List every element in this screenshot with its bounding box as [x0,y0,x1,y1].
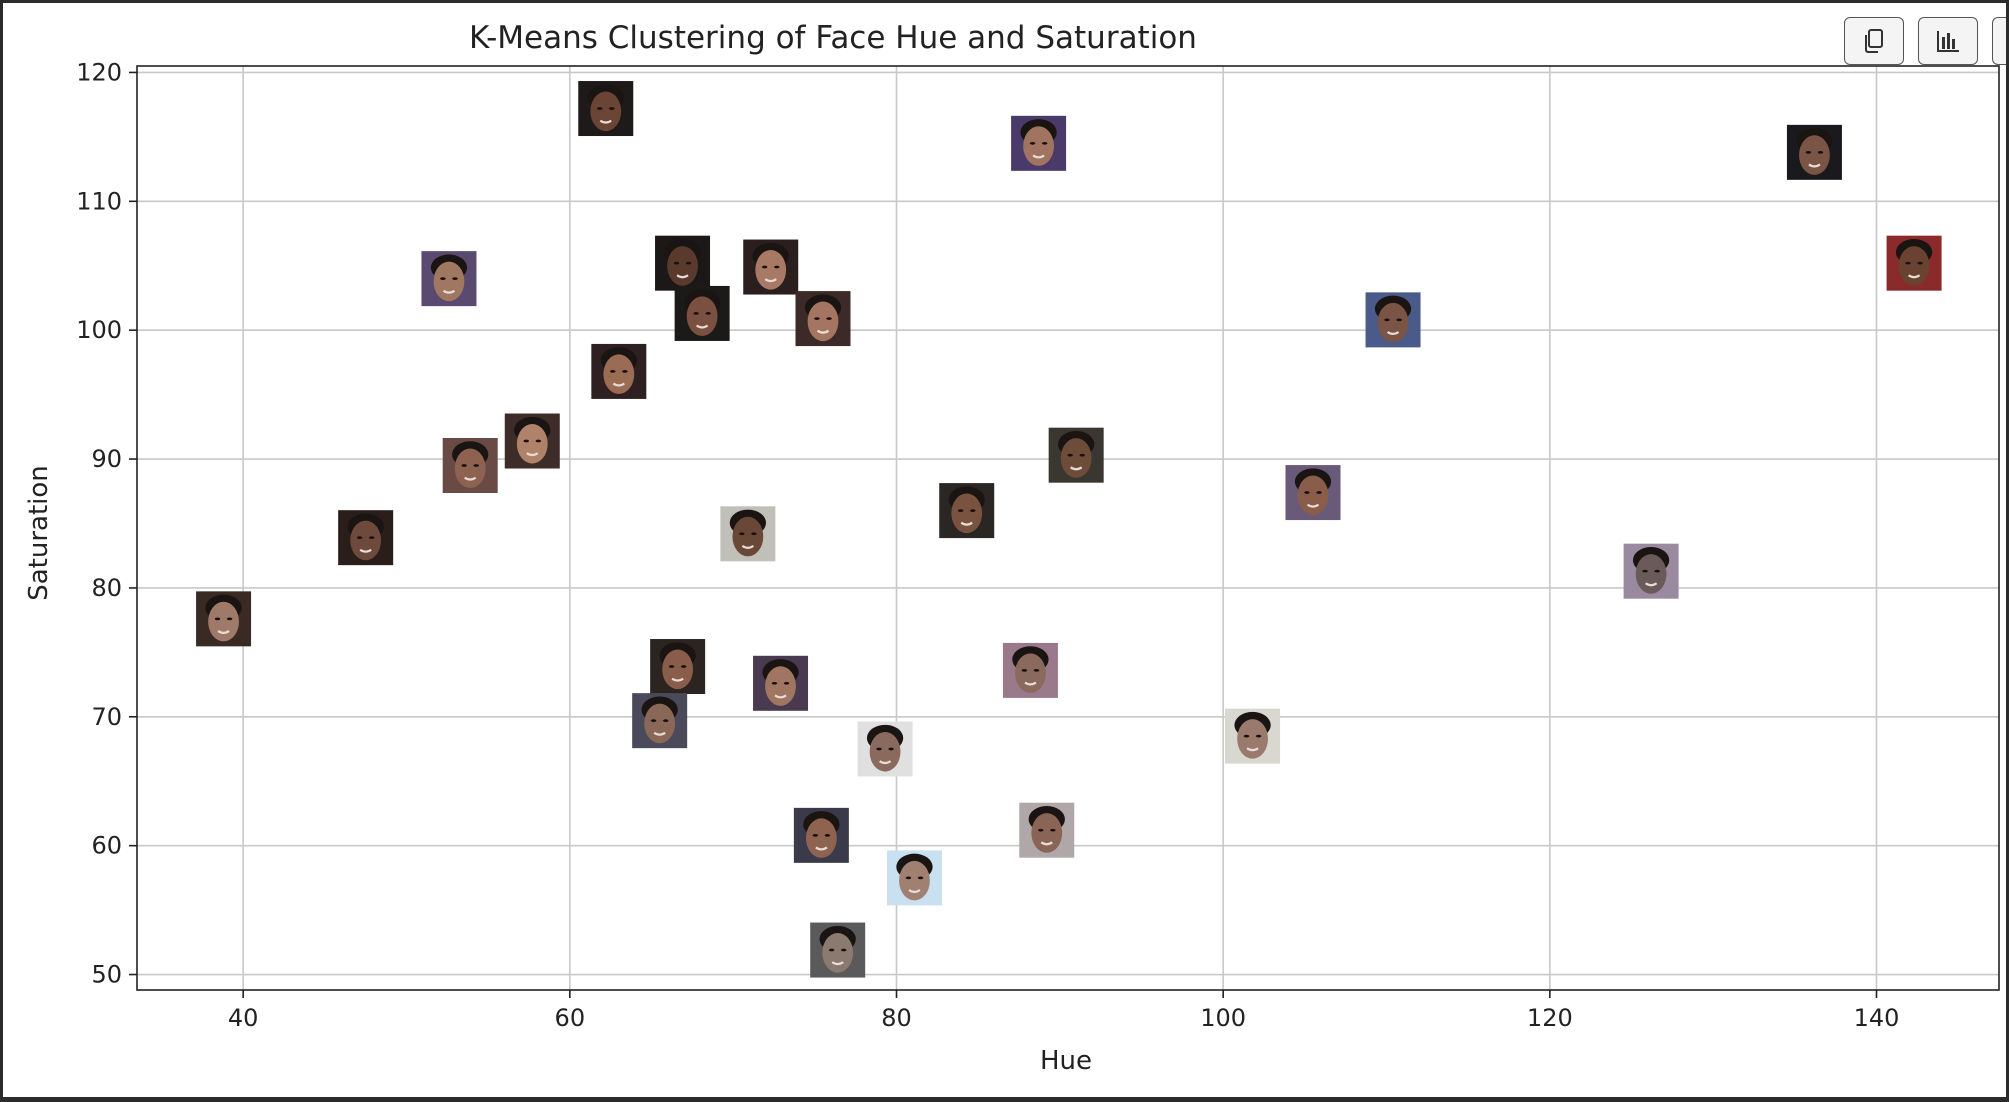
face-point [1048,427,1104,483]
copy-button[interactable] [1844,17,1904,65]
face-point [1786,124,1842,180]
y-axis-label: Saturation [24,465,54,601]
y-tick-label: 90 [91,445,122,473]
y-tick-label: 50 [91,961,122,989]
y-tick-label: 70 [91,703,122,731]
face-point [1365,292,1421,348]
y-tick-label: 120 [76,58,122,86]
face-point [504,413,560,469]
face-point [1019,802,1075,858]
x-tick-label: 40 [228,1004,259,1032]
face-point [1011,115,1067,171]
x-axis-label: Hue [1040,1046,1092,1076]
y-tick-label: 60 [91,832,122,860]
copy-icon [1865,29,1883,53]
face-point [810,922,866,978]
face-point [743,239,799,295]
face-point [720,506,776,562]
chart-view-button[interactable] [1918,17,1978,65]
x-tick-label: 80 [881,1004,912,1032]
bar-chart-icon [1937,31,1959,52]
face-point [886,850,942,906]
face-point [1623,543,1679,599]
y-tick-label: 100 [76,316,122,344]
y-tick-label: 110 [76,187,122,215]
scatter-chart: 40 60 80 100 120 140 50 60 70 80 90 100 110 120 K-Mea… [24,20,2000,1076]
face-point [939,483,995,539]
face-points [196,81,1942,978]
x-tick-label: 60 [555,1004,586,1032]
face-point [591,343,647,399]
face-point [795,291,851,347]
face-point [632,693,688,749]
x-tick-label: 140 [1854,1004,1900,1032]
x-tick-label: 120 [1527,1004,1573,1032]
axis-ticks: 40 60 80 100 120 140 50 60 70 80 90 100 110 120 [76,58,1899,1032]
face-point [753,655,809,711]
face-point [442,437,498,493]
face-point [674,285,730,341]
plot-frame [136,65,2000,991]
more-button[interactable] [1992,17,2006,65]
face-point [1285,465,1341,521]
chart-toolbar [1844,17,2006,67]
face-point [1886,235,1942,291]
face-point [1225,708,1281,764]
face-point [857,721,913,777]
face-point [338,510,394,566]
plot-output: 40 60 80 100 120 140 50 60 70 80 90 100 110 120 K-Mea… [3,3,2006,1097]
face-point [578,81,634,137]
face-point [655,235,711,291]
face-point [1002,642,1058,698]
chart-title: K-Means Clustering of Face Hue and Satur… [469,20,1197,56]
face-point [421,251,477,307]
face-point [196,591,252,647]
face-point [650,639,706,695]
y-tick-label: 80 [91,574,122,602]
face-point [793,807,849,863]
x-tick-label: 100 [1200,1004,1246,1032]
